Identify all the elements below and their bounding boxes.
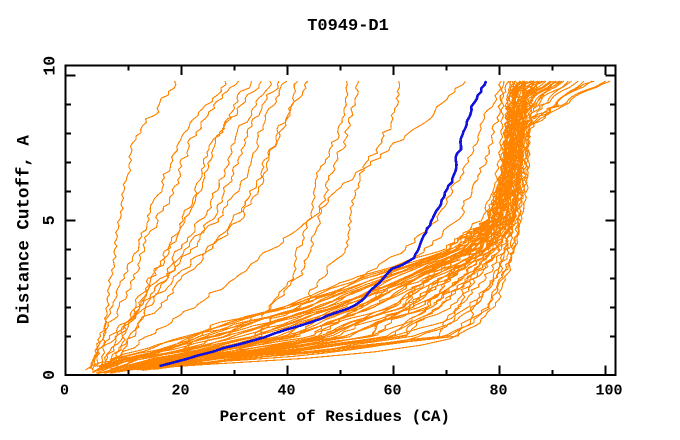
svg-text:100: 100: [595, 383, 622, 400]
svg-text:60: 60: [383, 383, 401, 400]
svg-text:Percent of Residues (CA): Percent of Residues (CA): [220, 408, 450, 426]
svg-text:0: 0: [60, 383, 69, 400]
svg-text:20: 20: [171, 383, 189, 400]
svg-text:0: 0: [40, 370, 59, 380]
svg-text:80: 80: [489, 383, 507, 400]
svg-text:40: 40: [277, 383, 295, 400]
svg-text:5: 5: [40, 215, 59, 225]
svg-text:T0949-D1: T0949-D1: [307, 17, 389, 36]
svg-text:Distance Cutoff, A: Distance Cutoff, A: [15, 135, 35, 325]
svg-text:10: 10: [41, 56, 60, 76]
